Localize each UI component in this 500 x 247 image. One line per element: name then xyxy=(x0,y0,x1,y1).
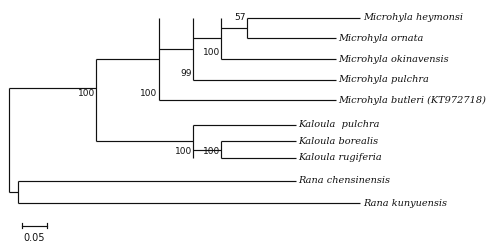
Text: Microhyla pulchra: Microhyla pulchra xyxy=(338,75,430,84)
Text: 100: 100 xyxy=(140,89,158,98)
Text: Kaloula  pulchra: Kaloula pulchra xyxy=(298,121,380,129)
Text: 99: 99 xyxy=(180,69,192,78)
Text: 100: 100 xyxy=(203,48,220,57)
Text: Microhyla butleri (KT972718): Microhyla butleri (KT972718) xyxy=(338,96,486,105)
Text: 57: 57 xyxy=(234,13,246,21)
Text: 100: 100 xyxy=(174,147,192,156)
Text: 100: 100 xyxy=(78,89,95,98)
Text: Rana kunyuensis: Rana kunyuensis xyxy=(363,199,447,208)
Text: Microhyla heymonsi: Microhyla heymonsi xyxy=(363,13,463,22)
Text: 100: 100 xyxy=(203,147,220,156)
Text: Kaloula borealis: Kaloula borealis xyxy=(298,137,378,146)
Text: 0.05: 0.05 xyxy=(24,233,45,243)
Text: Rana chensinensis: Rana chensinensis xyxy=(298,176,390,185)
Text: Microhyla okinavensis: Microhyla okinavensis xyxy=(338,55,449,63)
Text: Kaloula rugiferia: Kaloula rugiferia xyxy=(298,153,382,163)
Text: Microhyla ornata: Microhyla ornata xyxy=(338,34,424,43)
